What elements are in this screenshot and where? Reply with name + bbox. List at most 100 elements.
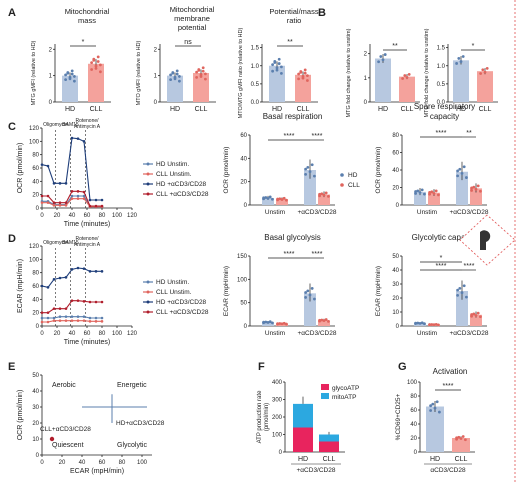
panel-c-basal-ylabel: OCR (pmol/min) <box>223 147 230 194</box>
panel-a-dot <box>297 77 300 81</box>
panel-d-basal-ytick-label: 0 <box>244 324 248 330</box>
panel-f-legend-label: glycoATP <box>332 385 359 392</box>
panel-c-basal-dot <box>327 194 330 198</box>
panel-c-line-injection-label: BAM15 <box>62 122 79 128</box>
panel-d-basal-ytick-label: 100 <box>237 277 248 283</box>
panel-c-spare-dot <box>423 192 426 196</box>
panel-e-quadrant: Quiescent <box>52 442 84 449</box>
panel-c-basal-dot <box>282 196 286 200</box>
panel-d-basal-dot <box>304 296 307 299</box>
panel-d-line-series-point <box>64 319 68 322</box>
panel-a-category: CLL <box>297 106 310 113</box>
panel-g-dot <box>433 406 437 410</box>
panel-d-line-series-point <box>94 320 98 323</box>
panel-d-line-series-point <box>82 267 86 270</box>
panel-c-line-series-point <box>64 201 68 204</box>
panel-a-dot <box>201 66 205 70</box>
panel-d-basal-bar <box>304 293 316 326</box>
panel-c-spare-dot <box>437 193 440 197</box>
panel-a-bar <box>88 63 104 102</box>
panel-d-basal-dot <box>308 293 312 297</box>
panel-f-ytick-label: 300 <box>272 398 283 404</box>
panel-g-significance: **** <box>443 383 454 390</box>
panel-d-basal-title: Basal glycolysis <box>264 233 320 242</box>
panel-a-dot <box>73 79 76 83</box>
panel-b-dot <box>403 74 407 77</box>
panel-d-basal-dot <box>322 319 326 323</box>
panel-d-basal-ylabel: ECAR (mpH/min) <box>223 266 230 316</box>
panel-c-line-ytick-label: 100 <box>29 139 40 145</box>
panel-d-line-legend-marker <box>146 280 150 284</box>
panel-g-ylabel: %CD69+CD25+ <box>395 393 402 440</box>
panel-c-line-ytick-label: 80 <box>32 153 39 159</box>
panel-a-dot <box>277 57 281 61</box>
panel-a-dot <box>92 57 96 61</box>
panel-a-significance: ** <box>287 39 293 46</box>
panel-c-spare-ytick-label: 40 <box>392 168 399 174</box>
panel-d-basal-dot <box>310 287 314 290</box>
panel-c-spare-ytick-label: 20 <box>392 186 399 192</box>
panel-a-dot <box>271 63 274 67</box>
panel-e-quadrant: Aerobic <box>52 382 76 389</box>
panel-a-title: mass <box>78 16 96 25</box>
panel-d-line-series-point <box>40 320 44 324</box>
panel-g-category: CLL <box>455 456 468 463</box>
panel-b-category: HD <box>456 106 466 113</box>
panel-f-ytick-label: 400 <box>272 380 283 386</box>
panel-e-xtick-label: 100 <box>137 460 148 466</box>
panel-b0-ytick-label: 0 <box>364 100 368 106</box>
panel-d-line-series-line <box>42 300 102 314</box>
panel-d-line-series-point <box>70 319 74 322</box>
panel-c-spare-group-label: +αCD3/CD28 <box>450 209 489 216</box>
panel-d-line-series-point <box>58 319 62 322</box>
panel-g-dot <box>429 404 432 408</box>
panel-e-point-label: HD+αCD3/CD28 <box>116 420 165 427</box>
panel-e-quadrant: Energetic <box>117 382 147 389</box>
panel-d-gly-ytick-label: 40 <box>392 268 399 274</box>
panel-d-gly-bar <box>470 314 482 326</box>
panel-d-gly-dot <box>460 291 464 295</box>
panel-c-line-series-point <box>46 164 50 168</box>
panel-c-spare-dot <box>458 167 462 171</box>
panel-c-spare-dot <box>434 189 438 193</box>
panel-c-spare-bar <box>470 188 482 205</box>
panel-b-dot <box>479 72 482 75</box>
panel-c-spare-sig: **** <box>436 130 447 137</box>
panel-b-category: CLL <box>479 106 492 113</box>
person-head-icon <box>480 230 491 250</box>
panel-b-bar <box>375 58 391 102</box>
panel-c-line-injection-label: Oligomycin <box>43 122 68 128</box>
panel-d-line-series-point <box>70 299 74 302</box>
panel-b-dot <box>377 60 380 64</box>
panel-b-dot <box>455 62 458 65</box>
panel-d-line-series-point <box>88 300 92 304</box>
panel-a-significance: ns <box>184 39 192 46</box>
panel-a-dot <box>303 71 307 75</box>
panel-d-line-series-point <box>46 311 50 314</box>
panel-b-significance: ** <box>392 43 398 50</box>
panel-d-line-injection-label: BAM15 <box>62 240 79 246</box>
panel-b-dot <box>485 67 489 70</box>
panel-b-dot <box>457 57 461 60</box>
panel-d-gly-sig: **** <box>464 263 475 270</box>
panel-c-line-series-point <box>82 194 86 198</box>
panel-a-dot <box>297 72 300 76</box>
panel-a-dot <box>70 72 74 76</box>
panel-c-basal-dot <box>271 197 274 201</box>
panel-c-line-series-point <box>88 204 92 208</box>
panel-d-basal-dot <box>306 289 310 293</box>
panel-d-basal-dot <box>318 318 321 322</box>
panel-a-dot <box>195 70 199 74</box>
panel-a-dot <box>204 77 207 81</box>
panel-a-dot <box>173 77 177 81</box>
panel-f-ylabel: (pmol/min) <box>264 403 270 431</box>
panel-a-dot <box>96 55 100 59</box>
panel-c-basal-ytick-label: 20 <box>240 180 247 186</box>
panel-d-gly-ylabel: ECAR (mpH/min) <box>375 266 382 316</box>
panel-b-dot <box>379 55 383 58</box>
panel-d-line-legend-label: HD +αCD3/CD28 <box>156 299 207 306</box>
panel-c-line-legend-label: CLL Unstim. <box>156 171 192 178</box>
panel-c-line-ylabel: OCR (pmol/min) <box>17 143 24 194</box>
panel-d-gly-dot <box>456 288 459 292</box>
panel-f-ytick-label: 200 <box>272 415 283 421</box>
